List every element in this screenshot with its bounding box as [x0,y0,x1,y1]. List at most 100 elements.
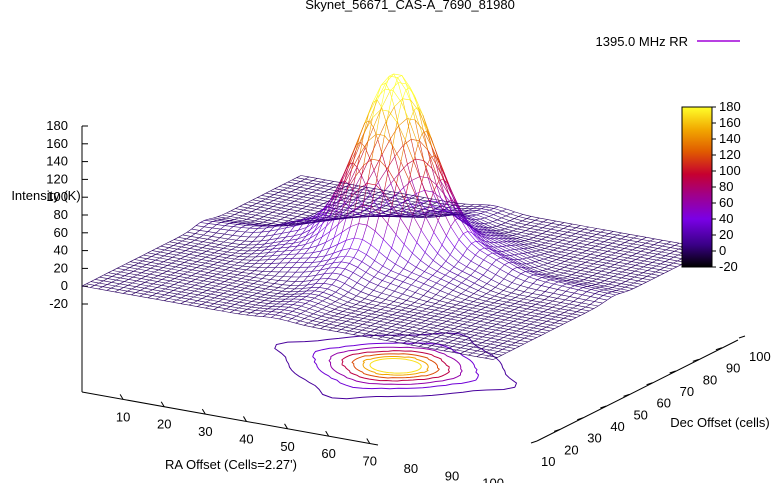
mesh-segment [163,261,172,264]
mesh-segment [652,253,658,257]
mesh-segment [668,265,678,268]
mesh-segment [213,258,223,261]
mesh-segment [480,217,485,220]
mesh-segment [428,335,437,338]
mesh-segment [262,313,268,317]
mesh-segment [424,252,434,261]
mesh-segment [643,264,649,268]
mesh-segment [327,201,337,203]
mesh-segment [564,306,574,309]
mesh-segment [280,211,286,215]
mesh-segment [416,324,426,327]
mesh-segment [110,287,120,290]
mesh-segment [535,309,544,312]
mesh-segment [354,204,364,210]
mesh-segment [231,300,240,303]
mesh-segment [377,336,383,340]
mesh-segment [468,349,478,352]
mesh-segment [565,247,571,251]
mesh-segment [378,198,387,201]
mesh-segment [533,274,542,278]
mesh-segment [195,273,205,276]
mesh-segment [439,164,449,184]
mesh-segment [350,176,356,198]
mesh-segment [191,228,200,231]
mesh-segment [313,250,322,253]
mesh-segment [549,240,559,243]
mesh-segment [209,305,218,308]
mesh-segment [609,270,615,273]
mesh-segment [265,190,271,194]
mesh-segment [281,288,287,292]
mesh-segment [193,300,198,304]
mesh-segment [260,243,266,248]
mesh-segment [481,340,487,343]
mesh-segment [291,262,297,268]
mesh-segment [480,315,489,318]
mesh-segment [242,213,248,217]
mesh-segment [416,328,421,332]
mesh-segment [585,306,594,309]
mesh-segment [583,240,592,243]
mesh-segment [266,275,275,277]
mesh-segment [514,249,524,254]
mesh-segment [614,262,620,265]
mesh-segment [473,293,483,297]
mesh-segment [420,328,429,331]
mesh-segment [287,181,297,184]
mesh-segment [291,271,296,278]
mesh-segment [344,180,349,185]
mesh-segment [559,318,564,321]
mesh-segment [633,235,639,239]
mesh-segment [119,283,129,286]
mesh-segment [225,269,234,272]
mesh-segment [364,294,370,299]
mesh-segment [246,219,256,222]
mesh-segment [581,299,587,304]
mesh-segment [405,305,411,309]
mesh-segment [445,324,451,328]
mesh-segment [202,238,208,242]
mesh-segment [507,295,516,298]
mesh-segment [582,286,588,288]
mesh-segment [512,326,522,329]
mesh-segment [238,305,244,309]
mesh-segment [128,279,137,282]
mesh-segment [293,291,299,295]
mesh-segment [218,293,224,296]
mesh-segment [300,253,306,259]
mesh-segment [420,202,426,209]
mesh-segment [207,227,213,232]
x-tick-label: 30 [198,424,212,439]
mesh-segment [303,190,312,193]
mesh-segment [436,343,445,346]
mesh-segment [260,296,269,299]
mesh-segment [573,248,579,252]
mesh-segment [467,231,477,242]
mesh-segment [513,259,523,265]
mesh-segment [595,286,600,289]
mesh-segment [513,224,522,228]
mesh-segment [103,280,112,283]
mesh-segment [207,278,217,281]
mesh-segment [482,334,488,338]
mesh-segment [591,278,597,282]
mesh-segment [503,273,509,280]
mesh-segment [313,220,322,223]
mesh-segment [412,215,422,231]
mesh-segment [309,213,315,217]
mesh-segment [599,289,604,292]
mesh-segment [155,259,164,262]
mesh-segment [470,225,479,230]
mesh-segment [423,200,429,204]
mesh-segment [442,323,451,326]
mesh-segment [443,305,452,308]
mesh-segment [143,252,148,256]
mesh-segment [297,216,306,219]
mesh-segment [535,260,540,262]
mesh-segment [428,275,433,280]
mesh-segment [560,306,565,310]
mesh-segment [352,142,362,163]
mesh-segment [641,242,646,246]
mesh-segment [320,191,325,195]
